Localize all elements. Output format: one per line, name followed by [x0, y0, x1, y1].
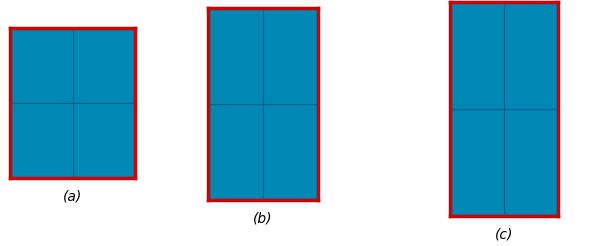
- Text: (a): (a): [63, 189, 82, 203]
- Text: (c): (c): [495, 227, 513, 241]
- Text: (b): (b): [253, 211, 273, 225]
